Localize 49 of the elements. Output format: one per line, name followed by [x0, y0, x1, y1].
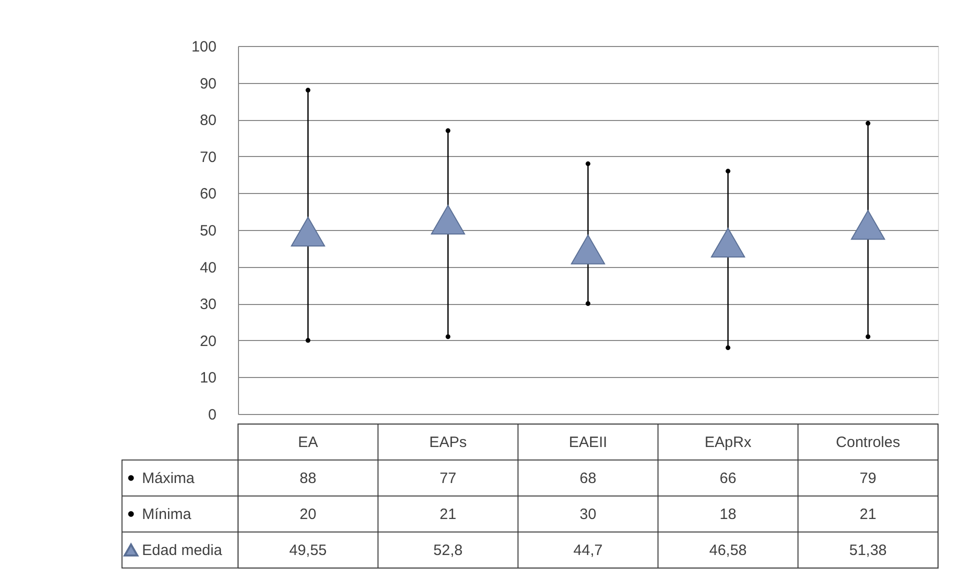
data-label: 68 [580, 470, 596, 487]
data-label: 46,58 [709, 542, 747, 559]
y-tick-label: 90 [200, 75, 216, 92]
y-tick-label: 80 [200, 112, 216, 130]
y-tick-label: 10 [200, 370, 216, 387]
point [446, 334, 450, 340]
data-label: 21 [860, 506, 876, 523]
legend-label: Edad media [142, 542, 223, 559]
y-tick-label: 100 [191, 38, 216, 56]
point [726, 345, 730, 350]
x-tick-label: EAEII [568, 434, 608, 451]
y-tick-label: 50 [200, 222, 216, 240]
y-tick-label: 0 [208, 406, 216, 424]
point [290, 216, 326, 247]
point [306, 338, 310, 343]
y-tick-label: 60 [200, 186, 216, 203]
data-label: 66 [720, 470, 736, 487]
point [726, 168, 730, 174]
data-label: 52,8 [433, 542, 463, 559]
point [710, 228, 746, 258]
data-label: 20 [300, 506, 316, 523]
point [850, 210, 886, 240]
x-tick-label: EA [298, 434, 318, 451]
y-tick-label: 40 [200, 259, 216, 276]
point [306, 88, 310, 93]
data-label: 51,38 [849, 542, 887, 559]
point [446, 128, 450, 134]
data-label: 49,55 [289, 542, 327, 559]
point [430, 204, 466, 235]
data-label: 77 [440, 470, 456, 487]
data-label: 21 [440, 506, 456, 523]
x-tick-label: EApRx [704, 434, 752, 451]
point [866, 334, 870, 340]
y-tick-label: 70 [200, 148, 216, 166]
data-label: 88 [300, 470, 316, 487]
point [586, 301, 590, 306]
data-label: 79 [860, 470, 876, 487]
data-label: 44,7 [573, 542, 603, 559]
data-label: 30 [580, 506, 596, 523]
legend-label: Mínima [142, 506, 192, 523]
y-tick-label: 20 [200, 332, 216, 350]
y-tick-label: 30 [200, 296, 216, 314]
x-tick-label: EAPs [429, 434, 467, 451]
point [570, 234, 606, 264]
point [586, 161, 590, 166]
legend-label: Máxima [142, 470, 196, 487]
point [866, 120, 870, 126]
data-label: 18 [720, 506, 736, 523]
x-tick-label: Controles [836, 434, 900, 451]
